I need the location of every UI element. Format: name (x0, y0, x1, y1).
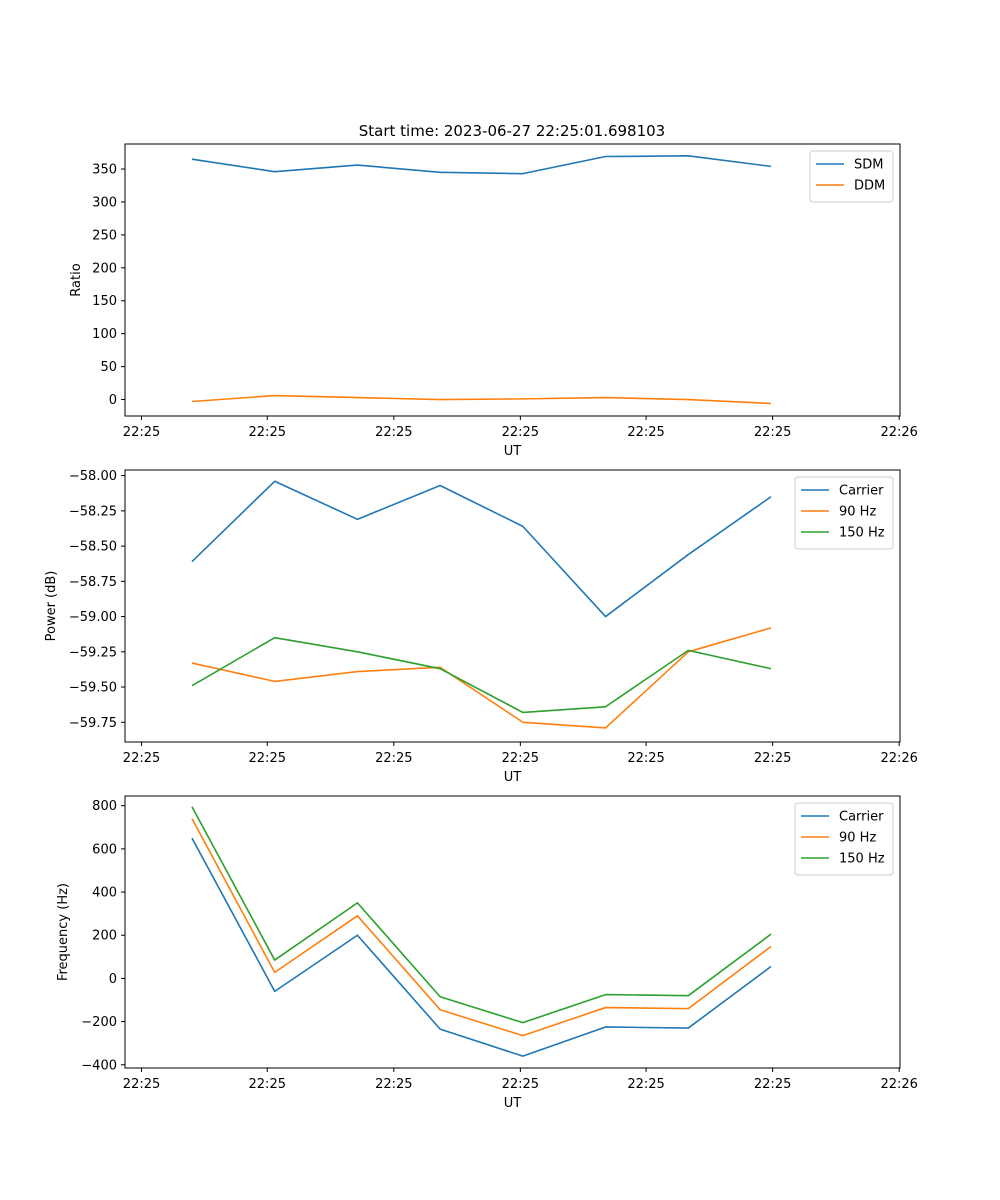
legend-entry: 90 Hz (839, 505, 876, 520)
axes-frame (124, 469, 901, 743)
panel-1: 22:25 22:25 22:25 22:25 22:25 22:25 22:26 0 50 10… (69, 143, 918, 459)
y-tick-label: −59.50 (69, 681, 117, 696)
y-tick-label: −58.75 (69, 575, 117, 590)
y-axis-label: Frequency (Hz) (56, 883, 71, 981)
y-tick-label: 300 (92, 195, 117, 210)
y-tick-label: −200 (81, 1015, 117, 1030)
series-line-carrier (191, 837, 772, 1057)
x-tick-label: 22:25 (249, 1077, 286, 1092)
x-tick-label: 22:25 (502, 1077, 539, 1092)
y-tick-label: 350 (92, 163, 117, 178)
x-tick-label: 22:25 (375, 425, 412, 440)
x-tick-label: 22:25 (627, 1077, 664, 1092)
x-tick-label: 22:26 (880, 751, 917, 766)
y-tick-label: 100 (92, 327, 117, 342)
legend-box (794, 802, 894, 876)
y-axis-label: Power (dB) (44, 571, 59, 642)
x-tick-label: 22:25 (375, 1077, 412, 1092)
axes-frame (124, 143, 901, 417)
y-tick-label: 50 (100, 360, 117, 375)
x-tick-label: 22:25 (754, 425, 791, 440)
panels: 22:25 22:25 22:25 22:25 22:25 22:25 22:26 0 50 10… (44, 143, 918, 1111)
panel-3: 22:25 22:25 22:25 22:25 22:25 22:25 22:26 −400 −… (56, 795, 918, 1111)
legend-entry: 150 Hz (839, 526, 885, 541)
series-line-ddm (191, 394, 772, 405)
legend: Carrier 90 Hz 150 Hz (794, 802, 894, 876)
figure-title: Start time: 2023-06-27 22:25:01.698103 (359, 122, 665, 140)
y-tick-label: −58.50 (69, 540, 117, 555)
y-tick-label: 200 (92, 261, 117, 276)
legend-entry: 150 Hz (839, 852, 885, 867)
legend-box (794, 476, 894, 550)
x-tick-label: 22:25 (249, 751, 286, 766)
y-tick-label: 600 (92, 842, 117, 857)
x-axis-label: UT (504, 770, 522, 785)
x-axis-label: UT (504, 444, 522, 459)
legend: Carrier 90 Hz 150 Hz (794, 476, 894, 550)
x-axis-label: UT (504, 1096, 522, 1111)
legend-entry: Carrier (839, 810, 884, 825)
y-tick-label: 150 (92, 294, 117, 309)
series-line-150-hz (191, 636, 772, 714)
y-tick-label: 0 (109, 393, 117, 408)
series-line-sdm (191, 155, 772, 175)
x-tick-label: 22:25 (754, 1077, 791, 1092)
x-tick-label: 22:25 (502, 751, 539, 766)
y-tick-label: −58.00 (69, 469, 117, 484)
x-tick-label: 22:25 (502, 425, 539, 440)
x-tick-label: 22:26 (880, 425, 917, 440)
y-tick-label: 400 (92, 886, 117, 901)
series-line-150-hz (191, 806, 772, 1024)
x-tick-label: 22:25 (123, 1077, 160, 1092)
y-tick-label: −400 (81, 1058, 117, 1073)
y-tick-label: 800 (92, 799, 117, 814)
series-line-90-hz (191, 818, 772, 1037)
y-tick-label: −59.25 (69, 645, 117, 660)
series-line-carrier (191, 480, 772, 618)
y-tick-label: 250 (92, 228, 117, 243)
x-tick-label: 22:25 (754, 751, 791, 766)
x-tick-label: 22:25 (375, 751, 412, 766)
x-tick-label: 22:26 (880, 1077, 917, 1092)
legend: SDM DDM (809, 150, 894, 203)
y-tick-label: −58.25 (69, 504, 117, 519)
y-axis-label: Ratio (69, 263, 84, 296)
y-tick-label: 0 (109, 972, 117, 987)
legend-entry: SDM (854, 158, 883, 173)
y-tick-label: −59.00 (69, 610, 117, 625)
legend-entry: 90 Hz (839, 831, 876, 846)
y-tick-label: −59.75 (69, 716, 117, 731)
x-tick-label: 22:25 (627, 751, 664, 766)
legend-entry: Carrier (839, 484, 884, 499)
x-tick-label: 22:25 (123, 425, 160, 440)
x-tick-label: 22:25 (627, 425, 664, 440)
series-line-90-hz (191, 627, 772, 729)
x-tick-label: 22:25 (123, 751, 160, 766)
panel-2: 22:25 22:25 22:25 22:25 22:25 22:25 22:26 −58.0… (44, 469, 918, 785)
y-tick-label: 200 (92, 929, 117, 944)
axes-frame (124, 795, 901, 1069)
legend-entry: DDM (854, 179, 885, 194)
x-tick-label: 22:25 (249, 425, 286, 440)
